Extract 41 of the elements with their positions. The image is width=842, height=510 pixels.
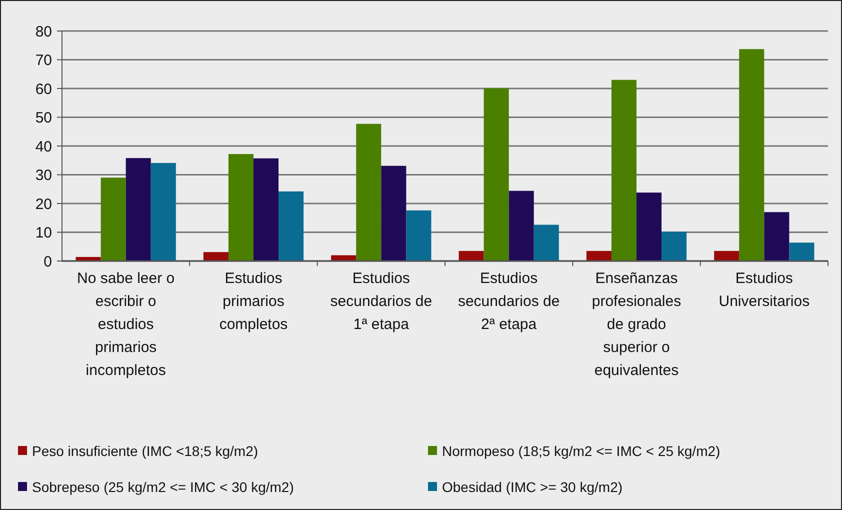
x-tick-label: Enseñanzas profesionales de grado superior o equivalentes <box>592 270 682 379</box>
bar <box>406 210 432 261</box>
legend-label: Normopeso (18;5 kg/m2 <= IMC < 25 kg/m2) <box>442 442 720 459</box>
bar <box>586 250 612 261</box>
y-tick-label: 50 <box>35 110 52 126</box>
y-tick-label: 10 <box>35 224 52 242</box>
y-tick-label: 80 <box>35 23 52 40</box>
x-tick-label: Estudios secundarios de 1ª etapa <box>330 270 432 333</box>
legend-label: Peso insuficiente (IMC <18;5 kg/m2) <box>32 442 258 459</box>
bar <box>534 224 559 261</box>
bar <box>611 80 636 261</box>
x-tick-label: Estudios Universitarios <box>718 270 810 310</box>
legend-label: Sobrepeso (25 kg/m2 <= IMC < 30 kg/m2) <box>32 478 294 495</box>
y-tick-label: 40 <box>35 138 52 156</box>
bar <box>508 190 534 261</box>
bar <box>356 124 382 261</box>
bar <box>662 232 687 261</box>
bar <box>203 252 228 261</box>
legend-label: Obesidad (IMC >= 30 kg/m2) <box>442 478 623 495</box>
y-tick-label: 70 <box>35 52 52 69</box>
y-tick-label: 20 <box>35 196 52 213</box>
x-tick-label: Estudios primarios completos <box>219 270 288 333</box>
bar <box>458 250 484 261</box>
bar <box>126 158 151 261</box>
bar <box>381 166 406 261</box>
bar <box>714 250 740 261</box>
y-tick-label: 60 <box>35 80 52 98</box>
bar <box>484 88 509 261</box>
bar <box>254 158 279 261</box>
bar <box>636 192 662 261</box>
bar <box>789 242 814 261</box>
bar <box>278 191 304 261</box>
x-tick-label: Estudios secundarios de 2ª etapa <box>458 270 560 333</box>
x-tick-label: No sabe leer o escribir o estudios primarios incompletos <box>77 270 175 379</box>
y-tick-label: 30 <box>35 167 52 184</box>
bar <box>228 154 254 261</box>
bar <box>150 162 176 261</box>
bar <box>100 178 126 261</box>
bar <box>764 212 790 261</box>
y-tick-label: 0 <box>44 253 52 270</box>
bar <box>739 49 764 261</box>
